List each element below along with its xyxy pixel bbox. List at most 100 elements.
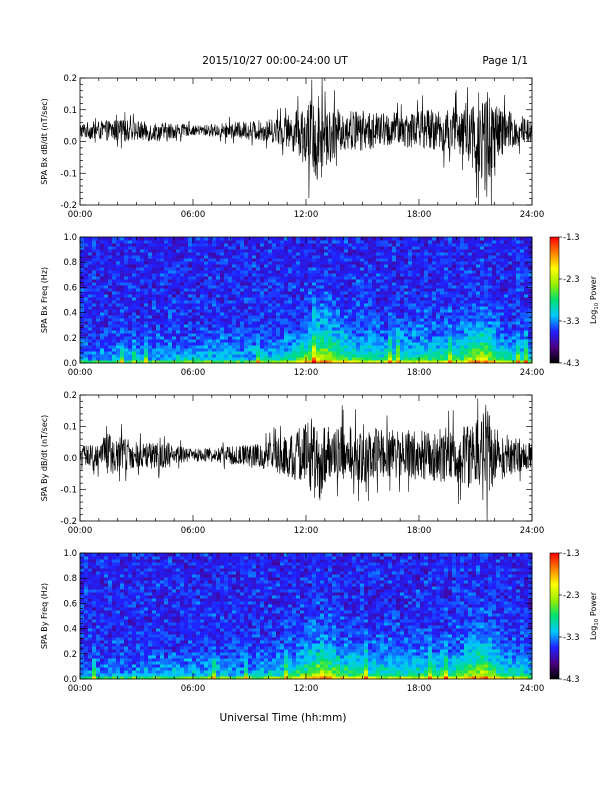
spectrogram-cell bbox=[176, 288, 181, 292]
spectrogram-cell bbox=[180, 267, 185, 271]
spectrogram-cell bbox=[440, 321, 445, 325]
spectrogram-cell bbox=[312, 255, 317, 259]
spectrogram-cell bbox=[384, 249, 389, 253]
spectrogram-cell bbox=[348, 330, 353, 334]
spectrogram-cell bbox=[304, 351, 309, 355]
spectrogram-cell bbox=[176, 291, 181, 295]
spectrogram-cell bbox=[276, 273, 281, 277]
spectrogram-cell bbox=[108, 288, 113, 292]
spectrogram-cell bbox=[216, 333, 221, 337]
spectrogram-cell bbox=[268, 294, 273, 298]
spectrogram-cell bbox=[380, 279, 385, 283]
spectrogram-cell bbox=[252, 339, 257, 343]
spectrogram-cell bbox=[80, 318, 85, 322]
spectrogram-cell bbox=[200, 306, 205, 310]
spectrogram-cell bbox=[452, 246, 457, 250]
spectrogram-cell bbox=[204, 264, 209, 268]
spectrogram-cell bbox=[456, 264, 461, 268]
spectrogram-cell bbox=[208, 264, 213, 268]
spectrogram-cell bbox=[100, 279, 105, 283]
spectrogram-cell bbox=[248, 240, 253, 244]
spectrogram-cell bbox=[240, 264, 245, 268]
spectrogram-cell bbox=[440, 324, 445, 328]
spectrogram-cell bbox=[220, 276, 225, 280]
spectrogram-cell bbox=[260, 240, 265, 244]
spectrogram-cell bbox=[336, 246, 341, 250]
spectrogram-cell bbox=[228, 333, 233, 337]
spectrogram-cell bbox=[372, 303, 377, 307]
spectrogram-cell bbox=[252, 351, 257, 355]
spectrogram-cell bbox=[224, 333, 229, 337]
spectrogram-cell bbox=[152, 333, 157, 337]
spectrogram-cell bbox=[484, 237, 489, 241]
spectrogram-cell bbox=[308, 345, 313, 349]
spectrogram-cell bbox=[152, 327, 157, 331]
spectrogram-cell bbox=[296, 306, 301, 310]
spectrogram-cell bbox=[208, 270, 213, 274]
spectrogram-cell bbox=[124, 357, 129, 361]
spectrogram-cell bbox=[512, 330, 517, 334]
spectrogram-cell bbox=[428, 276, 433, 280]
spectrogram-cell bbox=[276, 336, 281, 340]
spectrogram-cell bbox=[296, 258, 301, 262]
spectrogram-cell bbox=[360, 249, 365, 253]
spectrogram-cell bbox=[412, 237, 417, 241]
spectrogram-cell bbox=[376, 282, 381, 286]
spectrogram-cell bbox=[492, 306, 497, 310]
spectrogram-cell bbox=[136, 255, 141, 259]
spectrogram-cell bbox=[276, 264, 281, 268]
spectrogram-cell bbox=[324, 285, 329, 289]
spectrogram-cell bbox=[436, 306, 441, 310]
spectrogram-cell bbox=[240, 324, 245, 328]
spectrogram-cell bbox=[160, 330, 165, 334]
spectrogram-cell bbox=[392, 291, 397, 295]
spectrogram-cell bbox=[280, 258, 285, 262]
spectrogram-cell bbox=[356, 291, 361, 295]
spectrogram-cell bbox=[232, 285, 237, 289]
spectrogram-cell bbox=[176, 351, 181, 355]
spectrogram-cell bbox=[416, 246, 421, 250]
spectrogram-cell bbox=[424, 297, 429, 301]
spectrogram-cell bbox=[348, 243, 353, 247]
spectrogram-cell bbox=[296, 246, 301, 250]
spectrogram-cell bbox=[80, 252, 85, 256]
spectrogram-cell bbox=[92, 309, 97, 313]
spectrogram-cell bbox=[316, 303, 321, 307]
spectrogram-cell bbox=[276, 342, 281, 346]
spectrogram-cell bbox=[448, 357, 453, 361]
spectrogram-cell bbox=[472, 339, 477, 343]
spectrogram-cell bbox=[500, 279, 505, 283]
spectrogram-cell bbox=[364, 288, 369, 292]
spectrogram-cell bbox=[228, 348, 233, 352]
spectrogram-cell bbox=[488, 246, 493, 250]
spectrogram-cell bbox=[404, 315, 409, 319]
spectrogram-cell bbox=[296, 273, 301, 277]
spectrogram-cell bbox=[384, 351, 389, 355]
spectrogram-cell bbox=[472, 309, 477, 313]
spectrogram-cell bbox=[464, 306, 469, 310]
spectrogram-cell bbox=[324, 270, 329, 274]
spectrogram-cell bbox=[496, 309, 501, 313]
spectrogram-cell bbox=[176, 243, 181, 247]
spectrogram-cell bbox=[448, 324, 453, 328]
spectrogram-cell bbox=[292, 300, 297, 304]
spectrogram-cell bbox=[392, 327, 397, 331]
spectrogram-cell bbox=[332, 336, 337, 340]
spectrogram-cell bbox=[280, 243, 285, 247]
spectrogram-cell bbox=[444, 309, 449, 313]
spectrogram-cell bbox=[492, 246, 497, 250]
spectrogram-cell bbox=[528, 237, 533, 241]
spectrogram-cell bbox=[444, 252, 449, 256]
spectrogram-cell bbox=[444, 345, 449, 349]
spectrogram-cell bbox=[308, 237, 313, 241]
spectrogram-cell bbox=[436, 336, 441, 340]
spectrogram-cell bbox=[416, 351, 421, 355]
spectrogram-cell bbox=[448, 360, 453, 364]
spectrogram-cell bbox=[196, 327, 201, 331]
spectrogram-cell bbox=[276, 267, 281, 271]
spectrogram-cell bbox=[292, 288, 297, 292]
spectrogram-cell bbox=[484, 360, 489, 364]
spectrogram-cell bbox=[448, 318, 453, 322]
spectrogram-cell bbox=[400, 261, 405, 265]
spectrogram-cell bbox=[408, 291, 413, 295]
